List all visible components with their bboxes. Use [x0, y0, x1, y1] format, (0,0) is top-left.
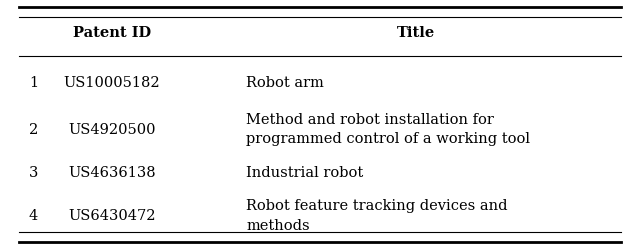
Text: Industrial robot: Industrial robot: [246, 166, 364, 180]
Text: Robot arm: Robot arm: [246, 76, 324, 90]
Text: 2: 2: [29, 123, 38, 137]
Text: 3: 3: [29, 166, 38, 180]
Text: Robot feature tracking devices and
methods: Robot feature tracking devices and metho…: [246, 199, 508, 233]
Text: 1: 1: [29, 76, 38, 90]
Text: US4636138: US4636138: [68, 166, 156, 180]
Text: Patent ID: Patent ID: [73, 26, 151, 40]
Text: Method and robot installation for
programmed control of a working tool: Method and robot installation for progra…: [246, 113, 531, 146]
Text: Title: Title: [397, 26, 435, 40]
Text: US4920500: US4920500: [68, 123, 156, 137]
Text: 4: 4: [29, 209, 38, 223]
Text: US10005182: US10005182: [64, 76, 160, 90]
Text: US6430472: US6430472: [68, 209, 156, 223]
